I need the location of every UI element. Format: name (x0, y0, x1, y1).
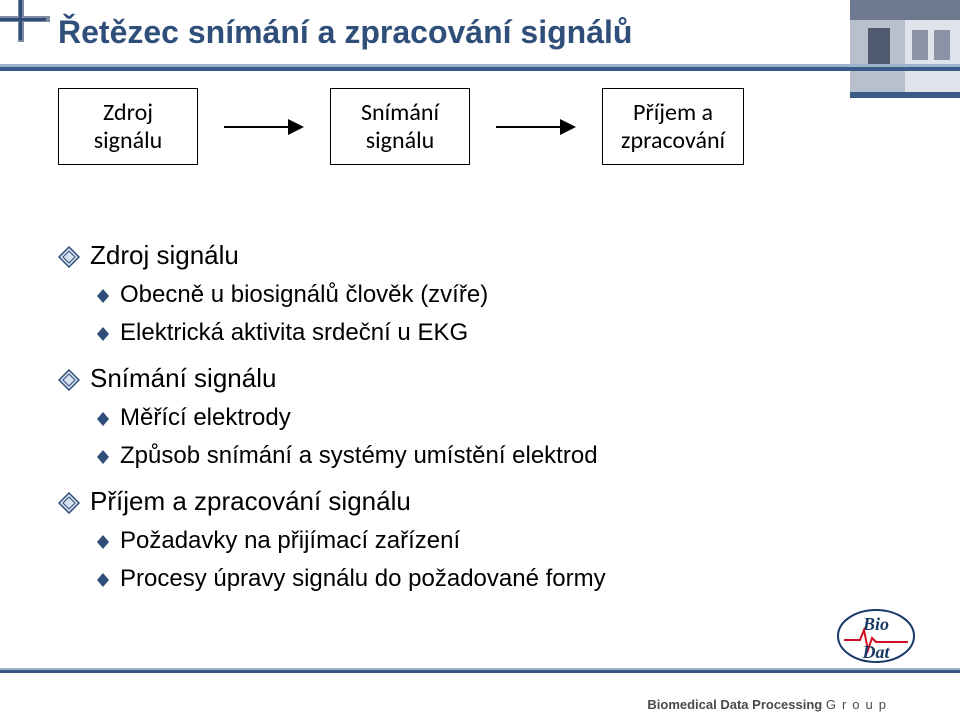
bullet-l2-text: Požadavky na přijímací zařízení (120, 527, 460, 555)
bullet-l2: Obecně u biosignálů člověk (zvíře) (96, 281, 900, 309)
bullet-l1: Zdroj signálu (58, 240, 900, 271)
diamond-bullet-icon (58, 492, 80, 514)
small-diamond-icon (96, 532, 110, 552)
logo-top-text: Bio (862, 614, 889, 634)
bullet-l2: Procesy úpravy signálu do požadované for… (96, 565, 900, 593)
bullet-l2: Způsob snímání a systémy umístění elektr… (96, 442, 900, 470)
flow-box-zdroj: Zdroj signálu (58, 88, 198, 165)
footer-text: Biomedical Data Processing Group (647, 697, 892, 712)
small-diamond-icon (96, 324, 110, 344)
small-diamond-icon (96, 447, 110, 467)
flow-box-line: Snímání (349, 99, 451, 127)
diamond-bullet-icon (58, 369, 80, 391)
bullet-l2: Měřící elektrody (96, 404, 900, 432)
page-title: Řetězec snímání a zpracování signálů (58, 14, 632, 51)
flowchart: Zdroj signálu Snímání signálu Příjem a z… (58, 88, 744, 165)
corner-cross-icon (0, 0, 50, 42)
footer-rule (0, 668, 960, 674)
flow-box-line: Příjem a (621, 99, 725, 127)
small-diamond-icon (96, 286, 110, 306)
bullet-l1-text: Zdroj signálu (90, 240, 239, 271)
bullet-l1: Snímání signálu (58, 363, 900, 394)
bullet-l2-text: Obecně u biosignálů člověk (zvíře) (120, 281, 488, 309)
title-rule (0, 64, 960, 74)
bullet-l1-text: Snímání signálu (90, 363, 276, 394)
small-diamond-icon (96, 570, 110, 590)
flow-box-line: signálu (349, 127, 451, 155)
footer-spaced: Group (826, 697, 892, 712)
bullet-l2-text: Procesy úpravy signálu do požadované for… (120, 565, 606, 593)
bullet-l1-text: Příjem a zpracování signálu (90, 486, 411, 517)
footer: Biomedical Data Processing Group (0, 668, 960, 720)
slide: Řetězec snímání a zpracování signálů Zdr… (0, 0, 960, 720)
flow-box-line: signálu (77, 127, 179, 155)
arrow-right-icon (224, 116, 304, 138)
header-photo-band (850, 0, 960, 98)
bullet-l1: Příjem a zpracování signálu (58, 486, 900, 517)
bullet-l2-text: Způsob snímání a systémy umístění elektr… (120, 442, 598, 470)
small-diamond-icon (96, 409, 110, 429)
flow-box-line: Zdroj (77, 99, 179, 127)
footer-bold: Biomedical Data Processing (647, 697, 822, 712)
bullet-l2-text: Elektrická aktivita srdeční u EKG (120, 319, 468, 347)
bullet-l2: Elektrická aktivita srdeční u EKG (96, 319, 900, 347)
bullet-content: Zdroj signálu Obecně u biosignálů člověk… (58, 240, 900, 593)
logo-bottom-text: Dat (862, 642, 891, 662)
flow-box-snimani: Snímání signálu (330, 88, 470, 165)
diamond-bullet-icon (58, 246, 80, 268)
arrow-right-icon (496, 116, 576, 138)
flow-box-line: zpracování (621, 127, 725, 155)
flow-box-prijem: Příjem a zpracování (602, 88, 744, 165)
biodat-logo: Bio Dat (836, 608, 916, 664)
bullet-l2-text: Měřící elektrody (120, 404, 291, 432)
bullet-l2: Požadavky na přijímací zařízení (96, 527, 900, 555)
